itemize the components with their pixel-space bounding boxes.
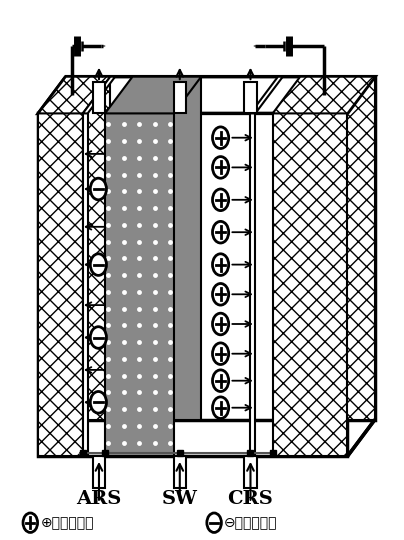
Polygon shape: [174, 456, 186, 488]
Circle shape: [90, 327, 107, 348]
Circle shape: [213, 343, 229, 364]
Circle shape: [213, 127, 229, 148]
Circle shape: [23, 513, 38, 532]
Polygon shape: [105, 77, 201, 113]
Text: ARS: ARS: [76, 490, 122, 508]
Polygon shape: [300, 77, 375, 420]
Circle shape: [213, 313, 229, 335]
Circle shape: [213, 397, 229, 418]
Polygon shape: [66, 77, 110, 420]
Polygon shape: [250, 113, 255, 456]
Circle shape: [207, 513, 221, 532]
Text: ⊕目标阳离子: ⊕目标阳离子: [40, 516, 94, 530]
Polygon shape: [83, 77, 115, 113]
Polygon shape: [83, 113, 88, 456]
Polygon shape: [250, 77, 283, 113]
Polygon shape: [105, 113, 174, 456]
Circle shape: [90, 392, 107, 413]
Polygon shape: [38, 77, 375, 113]
Polygon shape: [66, 77, 375, 420]
Circle shape: [213, 254, 229, 275]
Polygon shape: [244, 456, 257, 488]
Text: SW: SW: [162, 490, 198, 508]
Circle shape: [90, 254, 107, 275]
Polygon shape: [174, 82, 186, 113]
Polygon shape: [244, 82, 257, 113]
Text: CRS: CRS: [227, 490, 274, 508]
Circle shape: [90, 178, 107, 200]
Polygon shape: [273, 77, 375, 113]
Circle shape: [213, 284, 229, 305]
Circle shape: [213, 189, 229, 211]
Polygon shape: [273, 113, 347, 456]
Polygon shape: [93, 82, 105, 113]
Circle shape: [213, 221, 229, 243]
Polygon shape: [133, 77, 201, 420]
Circle shape: [213, 370, 229, 392]
Polygon shape: [38, 113, 83, 456]
Polygon shape: [38, 113, 347, 456]
Text: ⊖目标阴离子: ⊖目标阴离子: [224, 516, 278, 530]
Polygon shape: [38, 77, 110, 113]
Polygon shape: [93, 456, 105, 488]
Circle shape: [213, 157, 229, 178]
